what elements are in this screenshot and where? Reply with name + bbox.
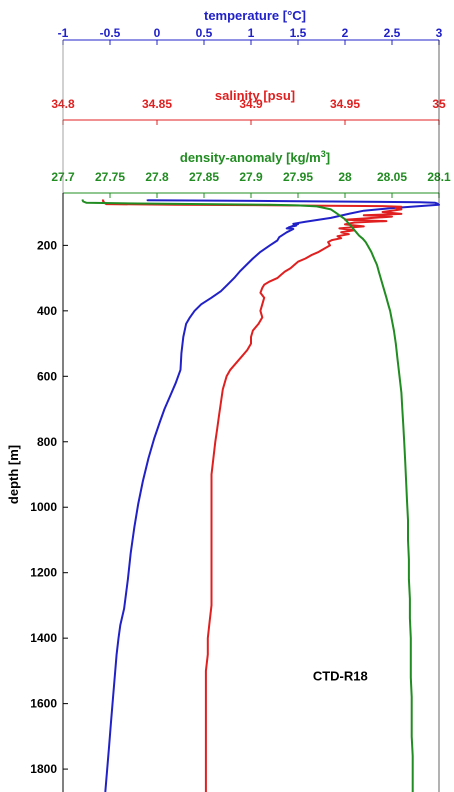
density-tick-label: 27.75	[95, 170, 125, 184]
depth-tick-label: 1200	[30, 566, 57, 580]
salinity-axis: salinity [psu]34.8 34.85 34.9 34.95 35	[51, 88, 446, 125]
annotation-layer: CTD-R18	[313, 669, 368, 684]
depth-axis: 200 400 600 800 1000 1200 1400 1600 1800 depth [m…	[6, 40, 440, 792]
density-tick-label: 28	[338, 170, 352, 184]
density-tick-label: 27.8	[145, 170, 169, 184]
salinity-profile-line	[101, 199, 403, 792]
depth-tick-label: 400	[37, 304, 57, 318]
temperature-profile-line	[104, 199, 440, 792]
temperature-tick-label: 1	[248, 26, 255, 40]
temperature-tick-label: 0.5	[196, 26, 213, 40]
depth-tick-label: 800	[37, 435, 57, 449]
depth-tick-label: 1600	[30, 697, 57, 711]
temperature-tick-label: -1	[58, 26, 69, 40]
density-axis: density-anomaly [kg/m3]27.7 27.75 27.8 27.8…	[51, 149, 451, 198]
salinity-tick-label: 34.95	[330, 97, 360, 111]
density-tick-label: 27.95	[283, 170, 313, 184]
depth-tick-label: 1800	[30, 762, 57, 776]
series-layer	[81, 199, 440, 792]
temperature-tick-label: 0	[154, 26, 161, 40]
density-tick-label: 27.9	[239, 170, 263, 184]
salinity-tick-label: 34.9	[239, 97, 263, 111]
depth-tick-label: 600	[37, 369, 57, 383]
density-axis-title: density-anomaly [kg/m3]	[180, 149, 330, 165]
density-profile-line	[81, 199, 414, 792]
temperature-tick-label: 3	[436, 26, 443, 40]
depth-axis-title: depth [m]	[6, 445, 21, 504]
temperature-tick-label: 2	[342, 26, 349, 40]
temperature-axis: temperature [°C] -1 -0.5 0 0.5 1 1.5 2 2.5 3	[58, 8, 443, 45]
temperature-tick-label: -0.5	[100, 26, 121, 40]
depth-tick-label: 200	[37, 238, 57, 252]
depth-tick-label: 1400	[30, 631, 57, 645]
density-tick-label: 27.85	[189, 170, 219, 184]
station-label: CTD-R18	[313, 669, 368, 684]
density-tick-label: 28.05	[377, 170, 407, 184]
salinity-axis-title: salinity [psu]	[215, 88, 295, 103]
axes-layer: temperature [°C] -1 -0.5 0 0.5 1 1.5 2 2.5 3 salin…	[6, 8, 451, 792]
temperature-axis-title: temperature [°C]	[204, 8, 306, 23]
salinity-tick-label: 34.85	[142, 97, 172, 111]
temperature-tick-label: 2.5	[384, 26, 401, 40]
depth-tick-label: 1000	[30, 500, 57, 514]
temperature-tick-label: 1.5	[290, 26, 307, 40]
